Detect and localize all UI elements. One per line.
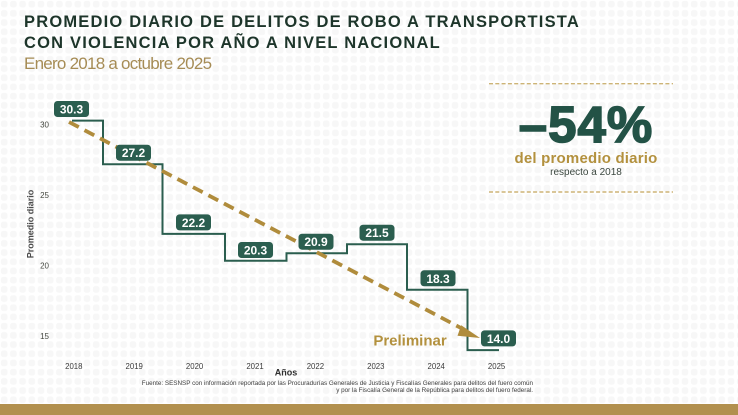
svg-text:20: 20 xyxy=(40,261,49,270)
svg-text:15: 15 xyxy=(40,332,49,341)
svg-text:20.9: 20.9 xyxy=(304,235,328,249)
svg-text:Preliminar: Preliminar xyxy=(373,333,447,350)
svg-text:30.3: 30.3 xyxy=(60,103,84,117)
svg-text:2022: 2022 xyxy=(307,362,324,371)
svg-text:2024: 2024 xyxy=(428,362,446,371)
svg-text:30: 30 xyxy=(40,121,49,130)
svg-text:2021: 2021 xyxy=(246,362,263,371)
svg-text:14.0: 14.0 xyxy=(487,332,511,346)
svg-text:21.5: 21.5 xyxy=(365,226,389,240)
svg-text:Años: Años xyxy=(275,368,298,378)
svg-text:2023: 2023 xyxy=(367,362,384,371)
svg-text:2018: 2018 xyxy=(65,362,82,371)
svg-text:22.2: 22.2 xyxy=(182,216,206,230)
svg-text:2019: 2019 xyxy=(126,362,143,371)
svg-text:18.3: 18.3 xyxy=(426,272,450,286)
svg-text:2025: 2025 xyxy=(488,362,506,371)
svg-text:2020: 2020 xyxy=(186,362,204,371)
svg-text:27.2: 27.2 xyxy=(122,146,146,160)
svg-text:Promedio diario: Promedio diario xyxy=(26,189,36,258)
svg-text:25: 25 xyxy=(40,191,49,200)
svg-text:20.3: 20.3 xyxy=(244,244,268,258)
